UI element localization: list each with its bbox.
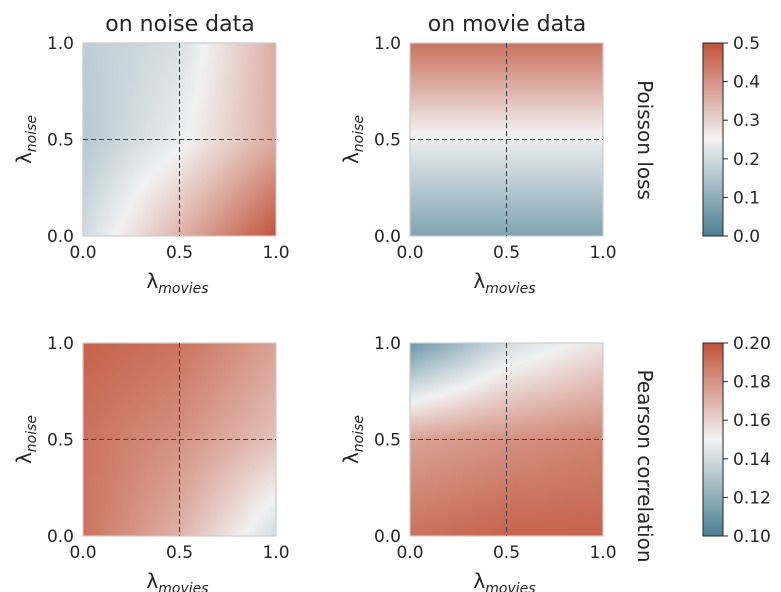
panel-title-movie-data: on movie data bbox=[428, 12, 587, 37]
colorbars: 0.00.10.20.30.40.50.100.120.140.160.180.… bbox=[702, 34, 771, 547]
x-tick-label: 0.5 bbox=[493, 243, 520, 263]
y-tick-label: 0.0 bbox=[47, 527, 74, 547]
colorbar-tick-label: 0.20 bbox=[733, 334, 771, 354]
colorbar-gradient bbox=[703, 43, 723, 236]
colorbar-tick-label: 0.16 bbox=[733, 411, 771, 431]
colorbar-1: 0.0 0.1 0.2 0.3 0.4 0.5 bbox=[702, 34, 760, 247]
row-label-poisson-loss: Poisson loss bbox=[633, 80, 657, 200]
colorbar-tick-label: 0.4 bbox=[733, 73, 760, 93]
y-axis-label: λnoise bbox=[339, 415, 367, 464]
y-tick-label: 1.0 bbox=[374, 334, 401, 354]
colorbar-frame bbox=[702, 42, 724, 237]
heatmap-panels: 0.0 0.5 1.0 0.0 0.5 1.0 λmovies λnoise 0.0 0.5 1.0… bbox=[12, 34, 617, 592]
y-tick-label: 0.0 bbox=[374, 527, 401, 547]
y-tick-label: 0.5 bbox=[47, 131, 74, 151]
row-label-pearson-correlation: Pearson correlation bbox=[633, 369, 657, 562]
y-axis-label: λnoise bbox=[12, 415, 40, 464]
x-axis-label: λmovies bbox=[146, 569, 208, 592]
heatmap-panel-1: 0.0 0.5 1.0 0.0 0.5 1.0 λmovies λnoise bbox=[12, 34, 290, 297]
x-tick-label: 0.5 bbox=[166, 543, 193, 563]
y-tick-label: 1.0 bbox=[47, 334, 74, 354]
colorbar-tick-label: 0.18 bbox=[733, 373, 771, 393]
colorbar-tick-label: 0.2 bbox=[733, 150, 760, 170]
heatmap-panel-3: 0.0 0.5 1.0 0.0 0.5 1.0 λmovies λnoise bbox=[12, 334, 290, 592]
x-axis-label: λmovies bbox=[473, 269, 535, 297]
y-tick-label: 1.0 bbox=[47, 34, 74, 54]
colorbar-tick-label: 0.1 bbox=[733, 188, 760, 208]
colorbar-tick-label: 0.14 bbox=[733, 450, 771, 470]
y-tick-label: 1.0 bbox=[374, 34, 401, 54]
x-tick-label: 0.5 bbox=[493, 543, 520, 563]
y-tick-label: 0.0 bbox=[47, 227, 74, 247]
heatmap-panel-4: 0.0 0.5 1.0 0.0 0.5 1.0 λmovies λnoise bbox=[339, 334, 617, 592]
y-axis-label: λnoise bbox=[339, 115, 367, 164]
x-tick-label: 0.0 bbox=[69, 243, 96, 263]
x-tick-label: 0.0 bbox=[69, 543, 96, 563]
colorbar-tick-label: 0.0 bbox=[733, 227, 760, 247]
y-tick-label: 0.5 bbox=[374, 431, 401, 451]
x-tick-label: 0.0 bbox=[396, 543, 423, 563]
y-tick-label: 0.5 bbox=[47, 431, 74, 451]
x-tick-label: 1.0 bbox=[262, 243, 289, 263]
colorbar-tick-label: 0.5 bbox=[733, 34, 760, 54]
colorbar-gradient bbox=[703, 343, 723, 536]
colorbar-tick-label: 0.3 bbox=[733, 111, 760, 131]
y-tick-label: 0.5 bbox=[374, 131, 401, 151]
heatmap-panel-2: 0.0 0.5 1.0 0.0 0.5 1.0 λmovies λnoise bbox=[339, 34, 617, 297]
x-tick-label: 1.0 bbox=[262, 543, 289, 563]
colorbar-2: 0.10 0.12 0.14 0.16 0.18 0.20 bbox=[702, 334, 771, 547]
colorbar-tick-label: 0.12 bbox=[733, 488, 771, 508]
y-axis-label: λnoise bbox=[12, 115, 40, 164]
x-tick-label: 1.0 bbox=[589, 243, 616, 263]
colorbar-frame bbox=[702, 342, 724, 537]
panel-title-noise-data: on noise data bbox=[105, 12, 254, 37]
x-tick-label: 0.0 bbox=[396, 243, 423, 263]
x-axis-label: λmovies bbox=[473, 569, 535, 592]
y-tick-label: 0.0 bbox=[374, 227, 401, 247]
x-tick-label: 1.0 bbox=[589, 543, 616, 563]
x-tick-label: 0.5 bbox=[166, 243, 193, 263]
x-axis-label: λmovies bbox=[146, 269, 208, 297]
colorbar-tick-label: 0.10 bbox=[733, 527, 771, 547]
